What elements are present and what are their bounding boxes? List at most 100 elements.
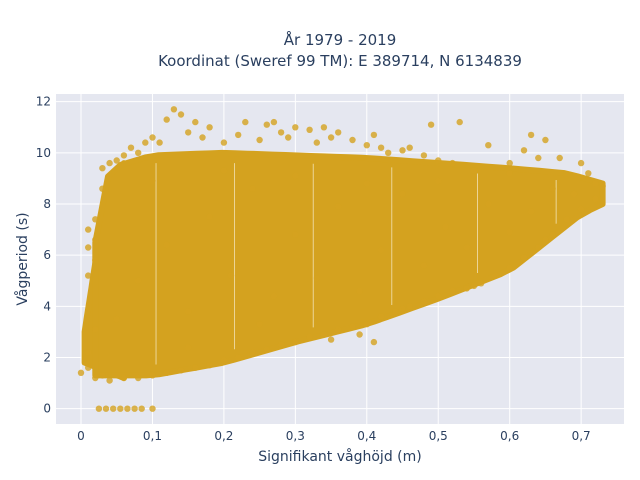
data-point	[135, 149, 142, 156]
x-tick-label: 0,5	[429, 429, 448, 443]
data-point	[520, 254, 528, 261]
y-tick-label: 4	[43, 299, 51, 313]
y-tick-label: 2	[43, 350, 51, 364]
data-point	[102, 405, 110, 412]
data-point	[220, 356, 228, 364]
data-point	[227, 272, 235, 279]
x-tick-label: 0,6	[500, 429, 519, 443]
data-point	[506, 264, 513, 272]
data-point	[592, 180, 599, 187]
data-point	[349, 323, 356, 330]
data-point	[420, 298, 428, 305]
data-point	[549, 231, 556, 238]
data-point	[335, 129, 342, 136]
data-point	[377, 246, 385, 254]
data-point	[77, 369, 85, 376]
data-point	[92, 216, 99, 223]
data-point	[256, 321, 263, 328]
data-point	[377, 144, 385, 151]
data-point	[556, 154, 563, 162]
data-point	[135, 277, 142, 284]
data-point	[85, 244, 92, 251]
data-point	[470, 167, 478, 174]
data-point	[485, 142, 492, 149]
data-point	[163, 116, 170, 123]
data-point	[363, 321, 370, 328]
data-point	[442, 223, 449, 231]
x-tick-label: 0,2	[214, 429, 233, 443]
data-point	[270, 292, 278, 300]
data-point	[127, 144, 135, 151]
data-point	[149, 405, 156, 412]
data-point	[277, 341, 285, 348]
data-point	[92, 326, 99, 333]
y-tick-label: 6	[43, 248, 51, 262]
data-point	[149, 134, 156, 141]
data-point	[106, 159, 113, 167]
data-point	[110, 405, 117, 412]
data-point	[577, 205, 585, 213]
x-axis-title: Signifikant våghöjd (m)	[258, 448, 421, 465]
data-point	[113, 315, 120, 323]
data-point	[170, 106, 178, 113]
x-tick-label: 0,3	[286, 429, 305, 443]
data-point	[235, 131, 242, 139]
data-point	[435, 177, 442, 185]
data-point	[385, 149, 392, 156]
data-point	[463, 285, 470, 292]
data-point	[577, 159, 585, 167]
data-point	[420, 152, 428, 159]
data-point	[138, 405, 145, 412]
data-point	[199, 134, 206, 141]
data-point	[306, 333, 313, 341]
data-point	[542, 236, 549, 243]
x-tick-label: 0,1	[143, 429, 162, 443]
data-point	[399, 305, 406, 313]
data-point	[406, 144, 413, 151]
data-point	[263, 346, 270, 353]
data-point	[192, 118, 199, 126]
data-point	[192, 364, 199, 371]
data-point	[99, 372, 106, 379]
data-point	[99, 165, 106, 172]
data-point	[570, 190, 578, 197]
data-point	[492, 272, 499, 279]
data-point	[435, 157, 442, 164]
data-point	[349, 136, 356, 144]
data-point	[356, 287, 363, 295]
x-tick-label: 0,7	[572, 429, 591, 443]
data-point	[527, 208, 535, 215]
data-point	[306, 126, 313, 133]
data-point	[399, 190, 406, 197]
data-point	[363, 180, 370, 187]
data-point	[92, 257, 99, 264]
data-point	[527, 131, 535, 139]
data-point	[520, 147, 528, 154]
data-point	[124, 405, 131, 412]
chart-title-line2: Koordinat (Sweref 99 TM): E 389714, N 61…	[158, 52, 522, 70]
data-point	[370, 131, 378, 139]
data-point	[427, 121, 435, 128]
data-point	[149, 372, 156, 379]
data-point	[142, 139, 149, 146]
data-point	[92, 374, 99, 382]
data-point	[506, 170, 513, 177]
data-point	[535, 154, 542, 162]
data-point	[327, 134, 335, 141]
data-point	[277, 129, 285, 136]
data-point	[542, 136, 549, 144]
data-point	[420, 262, 428, 269]
data-point	[235, 354, 242, 361]
data-point	[506, 228, 513, 236]
x-tick-labels: 0 0,1 0,2 0,3 0,4 0,5 0,6 0,7	[77, 429, 590, 443]
data-point	[263, 121, 270, 128]
data-point	[99, 185, 106, 192]
y-tick-label: 0	[43, 402, 51, 416]
data-point	[356, 331, 363, 338]
data-point	[292, 231, 299, 238]
y-tick-labels: 0 2 4 6 8 10 12	[36, 95, 51, 416]
data-point	[377, 313, 385, 320]
data-point	[249, 185, 256, 192]
data-point	[92, 236, 99, 243]
